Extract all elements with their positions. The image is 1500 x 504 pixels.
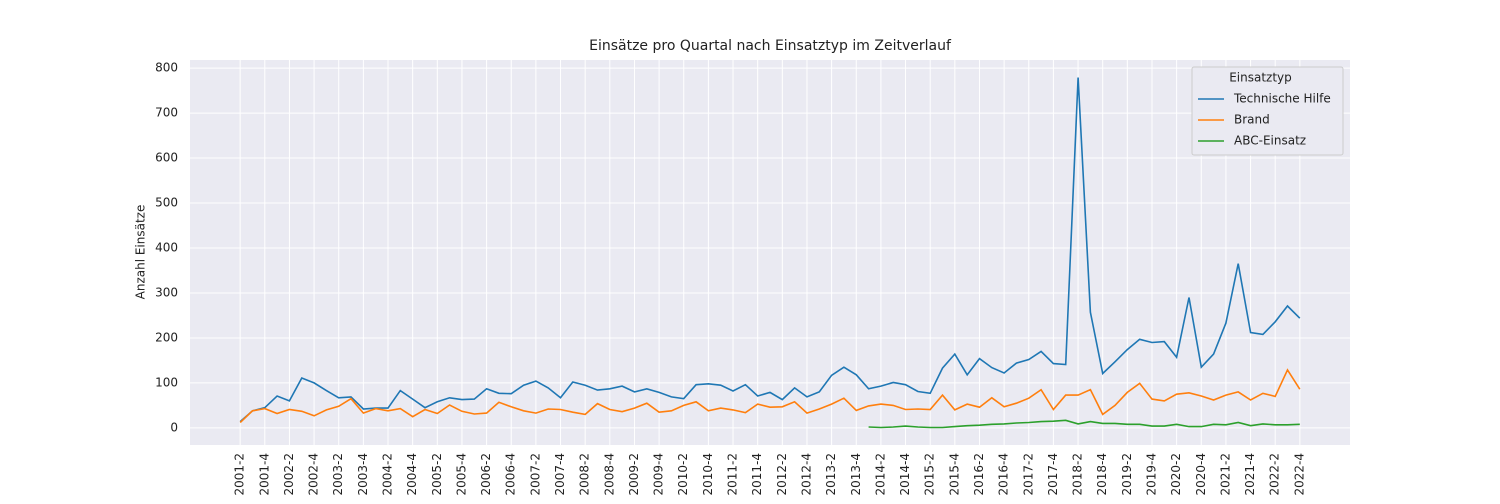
x-tick-label: 2019-2 (1120, 453, 1134, 496)
lines (239, 77, 1301, 429)
x-tick-label: 2008-2 (578, 453, 592, 496)
grid (190, 60, 1350, 445)
x-tick-label: 2020-2 (1169, 453, 1183, 496)
x-tick-label: 2016-2 (972, 453, 986, 496)
x-tick-label: 2011-2 (726, 453, 740, 496)
plot-area (190, 60, 1350, 445)
y-tick-label: 200 (155, 330, 178, 344)
x-tick-label: 2007-4 (553, 453, 567, 496)
x-tick-label: 2005-2 (430, 453, 444, 496)
y-tick-label: 800 (155, 61, 178, 75)
x-tick-label: 2018-4 (1095, 453, 1109, 496)
x-tick-label: 2021-2 (1218, 453, 1232, 496)
x-tick-label: 2014-4 (898, 453, 912, 496)
legend-label: Technische Hilfe (1233, 92, 1331, 106)
x-tick-label: 2009-2 (627, 453, 641, 496)
x-tick-label: 2022-2 (1268, 453, 1282, 496)
x-tick-label: 2013-4 (849, 453, 863, 496)
series-line (868, 419, 1300, 429)
x-tick-label: 2002-4 (307, 453, 321, 496)
x-tick-label: 2011-4 (750, 453, 764, 496)
x-tick-label: 2008-4 (602, 453, 616, 496)
y-tick-label: 400 (155, 241, 178, 255)
x-tick-label: 2003-4 (356, 453, 370, 496)
y-tick-label: 600 (155, 151, 178, 165)
series-line (239, 368, 1301, 424)
x-tick-label: 2002-2 (282, 453, 296, 496)
x-tick-label: 2014-2 (873, 453, 887, 496)
x-tick-label: 2012-2 (775, 453, 789, 496)
x-tick-label: 2005-4 (454, 453, 468, 496)
series-line (239, 77, 1301, 423)
x-tick-label: 2007-2 (528, 453, 542, 496)
y-tick-label: 700 (155, 106, 178, 120)
x-tick-label: 2010-4 (701, 453, 715, 496)
x-tick-label: 2018-2 (1071, 453, 1085, 496)
x-tick-label: 2015-4 (947, 453, 961, 496)
x-tick-label: 2006-2 (479, 453, 493, 496)
x-tick-label: 2022-4 (1292, 453, 1306, 496)
x-tick-label: 2001-2 (233, 453, 247, 496)
x-tick-label: 2021-4 (1243, 453, 1257, 496)
x-tick-label: 2017-4 (1046, 453, 1060, 496)
x-tick-label: 2003-2 (331, 453, 345, 496)
x-tick-label: 2015-2 (923, 453, 937, 496)
legend-title: Einsatztyp (1229, 71, 1292, 85)
x-tick-label: 2019-4 (1144, 453, 1158, 496)
x-tick-label: 2009-4 (652, 453, 666, 496)
y-tick-label: 300 (155, 285, 178, 299)
y-axis-label: Anzahl Einsätze (134, 205, 148, 300)
y-tick-label: 0 (170, 420, 178, 434)
y-tick-label: 500 (155, 196, 178, 210)
x-tick-label: 2016-4 (997, 453, 1011, 496)
x-tick-label: 2013-2 (824, 453, 838, 496)
x-tick-label: 2010-2 (676, 453, 690, 496)
x-tick-label: 2001-4 (257, 453, 271, 496)
x-tick-label: 2012-4 (799, 453, 813, 496)
x-tick-label: 2020-4 (1194, 453, 1208, 496)
legend-label: ABC-Einsatz (1234, 134, 1306, 148)
chart-title: Einsätze pro Quartal nach Einsatztyp im … (589, 38, 952, 54)
x-tick-label: 2004-2 (381, 453, 395, 496)
legend-label: Brand (1234, 113, 1270, 127)
y-tick-label: 100 (155, 375, 178, 389)
x-tick-label: 2006-4 (504, 453, 518, 496)
legend: Einsatztyp Technische Hilfe Brand ABC-Einsa… (1191, 66, 1344, 156)
x-tick-label: 2017-2 (1021, 453, 1035, 496)
legend-box (1191, 66, 1344, 156)
x-tick-label: 2004-4 (405, 453, 419, 496)
